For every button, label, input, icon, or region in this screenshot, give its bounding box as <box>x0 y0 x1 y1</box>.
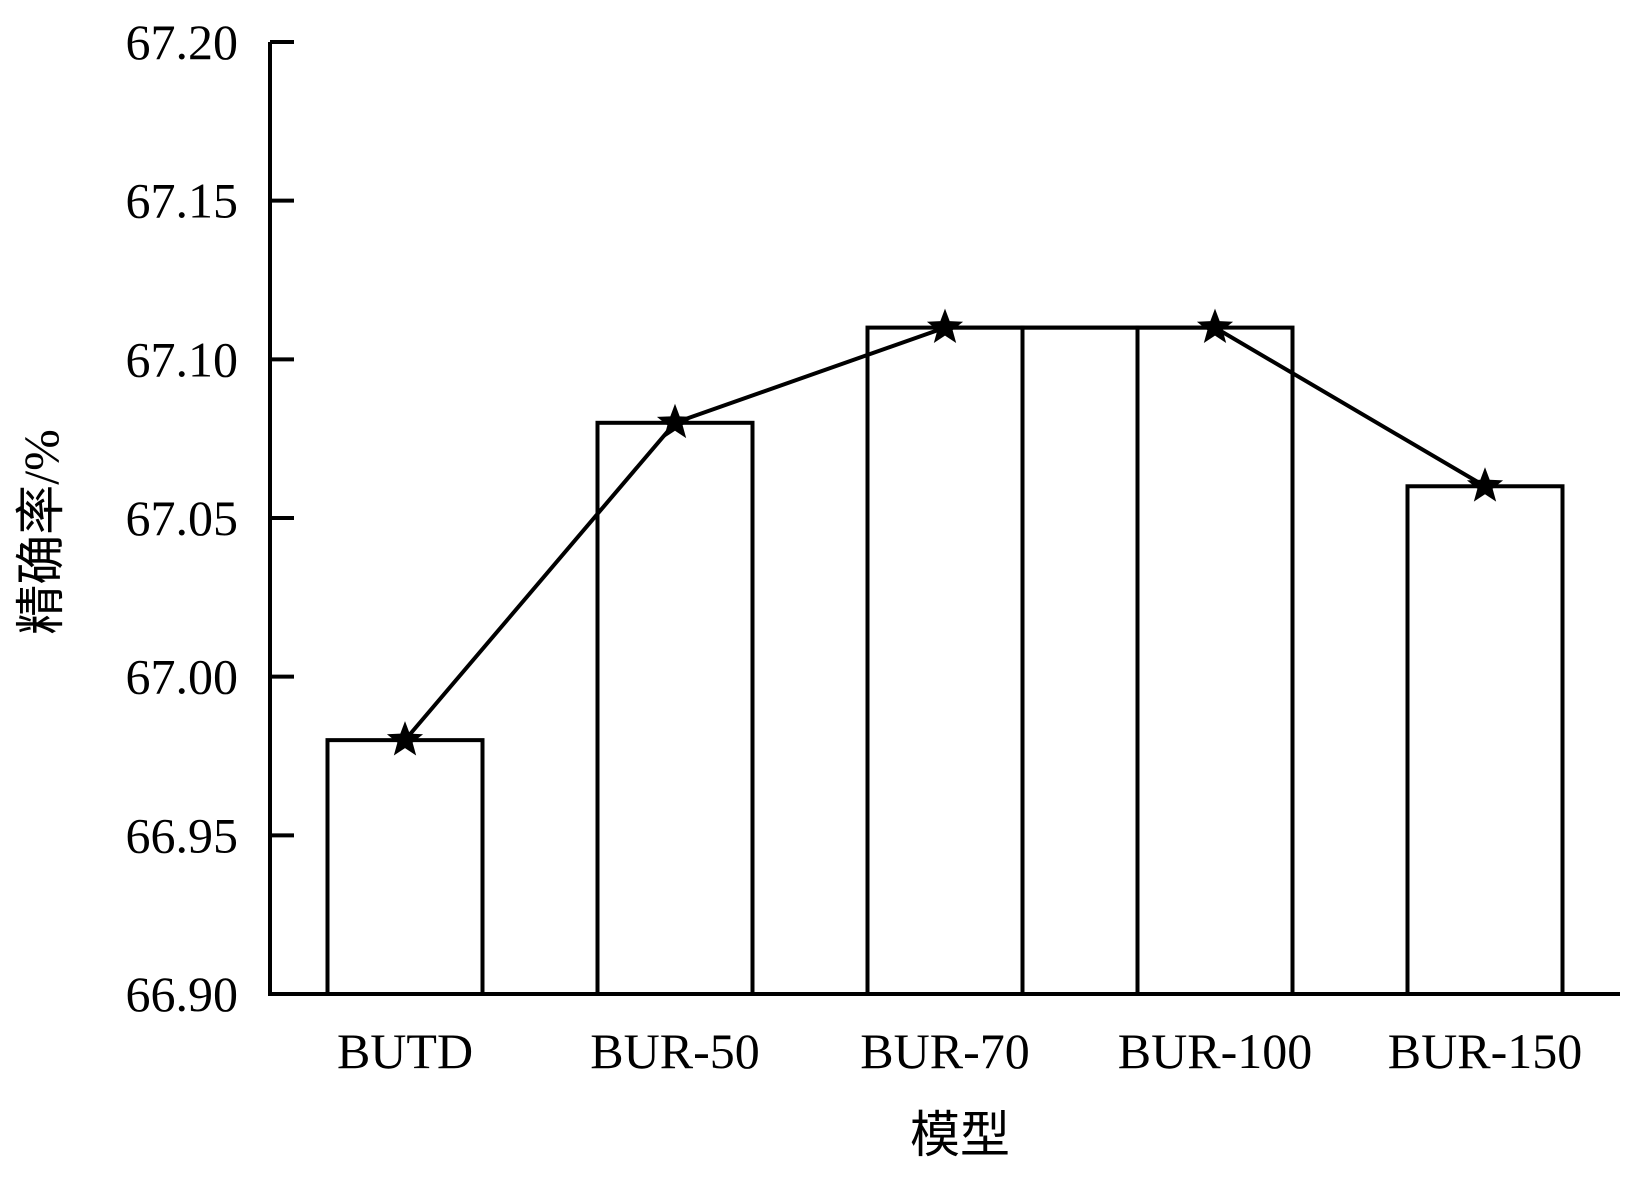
bar-plateau-segment <box>1020 325 1140 997</box>
bars-layer <box>325 325 1565 997</box>
point-marker-bur-70 <box>926 308 964 343</box>
bar-bur-100 <box>1135 325 1295 997</box>
y-tick-label: 67.10 <box>126 331 239 387</box>
x-category-label: BUTD <box>337 1023 473 1079</box>
y-tick-label: 67.05 <box>126 490 239 546</box>
x-category-label: BUR-70 <box>860 1023 1029 1079</box>
line-layer <box>386 308 1504 756</box>
point-marker-bur-150 <box>1466 467 1504 502</box>
point-marker-butd <box>386 721 424 756</box>
point-marker-bur-50 <box>656 403 694 439</box>
y-axis-title: 精确率/% <box>13 429 69 635</box>
x-categories-layer: BUTD BUR-50 BUR-70 BUR-100 BUR-150 <box>337 1023 1582 1079</box>
x-category-label: BUR-100 <box>1118 1023 1312 1079</box>
x-category-label: BUR-50 <box>590 1023 759 1079</box>
y-ticks-layer: 66.90 66.95 67.00 67.05 67.10 67.15 67.20 <box>126 14 294 1022</box>
y-tick-label: 67.20 <box>126 14 239 70</box>
x-category-label: BUR-150 <box>1388 1023 1582 1079</box>
point-marker-bur-100 <box>1196 308 1234 343</box>
y-tick-label: 67.00 <box>126 649 239 705</box>
bar-bur-150 <box>1405 484 1565 996</box>
bar-butd <box>325 738 485 997</box>
bar-bur-50 <box>595 420 755 996</box>
y-tick-label: 66.95 <box>126 807 239 863</box>
x-axis-title: 模型 <box>910 1107 1010 1163</box>
y-tick-label: 67.15 <box>126 173 239 229</box>
bar-bur-70 <box>865 325 1025 997</box>
y-tick-label: 66.90 <box>126 966 239 1022</box>
